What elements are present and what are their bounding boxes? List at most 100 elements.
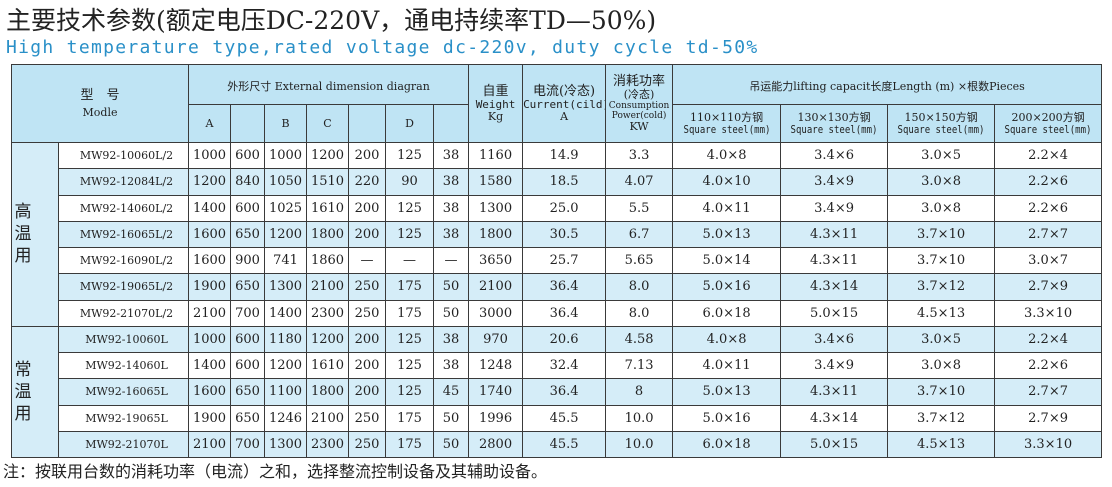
cell-lift: 4.0×10 <box>672 168 782 196</box>
cell-lift: 3.4×9 <box>780 168 889 196</box>
cell-dim: 1400 <box>264 299 308 327</box>
cell-dim: 1000 <box>264 141 308 170</box>
header-power-en1: Consumption <box>608 101 670 111</box>
cell-dim: 50 <box>433 430 470 459</box>
cell-lift: 2.2×6 <box>994 168 1103 196</box>
header-power-cn2: (冷态) <box>623 88 655 101</box>
header-power-en2: Power(cold) <box>611 111 667 121</box>
cell-dim: 1100 <box>264 378 308 406</box>
cell-dim: 1510 <box>306 168 350 196</box>
cell-dim: 650 <box>230 273 266 301</box>
cell-dim: 1600 <box>188 378 232 406</box>
cell-dim: 1610 <box>306 351 350 380</box>
cell-lift: 2.2×4 <box>994 141 1103 170</box>
header-current: 电流(冷态) Current(cild) A <box>522 64 607 143</box>
cell-dim: 1300 <box>264 273 308 301</box>
cell-lift: 2.7×9 <box>994 404 1103 432</box>
header-dim-d: D <box>385 104 435 143</box>
header-row-1: 型 号 Modle 外形尺寸 External dimension diagra… <box>10 64 1103 143</box>
cell-lift: 4.3×11 <box>780 246 889 275</box>
cell-lift: 3.0×8 <box>887 351 996 380</box>
cell-dim: 200 <box>348 351 387 380</box>
cell-dim: 2100 <box>188 299 232 327</box>
cell-lift: 5.0×13 <box>672 378 782 406</box>
cell-current: 20.6 <box>522 325 607 354</box>
cell-lift: 2.7×7 <box>994 220 1103 249</box>
spec-table: 型 号 Modle 外形尺寸 External dimension diagra… <box>10 64 1103 459</box>
cell-model: MW92-19065L/2 <box>57 273 190 301</box>
cell-dim: 700 <box>230 299 266 327</box>
cell-dim: 38 <box>433 168 470 196</box>
header-dim-c: C <box>306 104 350 143</box>
cell-power: 10.0 <box>605 430 674 459</box>
cell-dim: 125 <box>385 141 435 170</box>
cell-dim: 1000 <box>188 141 232 170</box>
cell-model: MW92-10060L/2 <box>57 141 190 170</box>
cell-lift: 4.5×13 <box>887 299 996 327</box>
cell-dim: 38 <box>433 194 470 222</box>
table-row: MW92-16065L 1600 650 1100 1800 200 125 45 1740 36… <box>12 378 1103 406</box>
cell-lift: 2.7×7 <box>994 378 1103 406</box>
cell-dim: 700 <box>230 430 266 459</box>
cell-dim: 1800 <box>306 220 350 249</box>
cell-lift: 2.2×6 <box>994 351 1103 380</box>
cell-dim: 1200 <box>264 220 308 249</box>
header-weight-en: Weight <box>475 98 516 111</box>
cell-weight: 1996 <box>468 404 524 432</box>
cell-weight: 3650 <box>468 246 524 275</box>
cell-power: 4.58 <box>605 325 674 354</box>
cell-dim: 650 <box>230 404 266 432</box>
cell-weight: 2100 <box>468 273 524 301</box>
header-dim-a: A <box>188 104 232 143</box>
cell-dim: 50 <box>433 404 470 432</box>
cell-model: MW92-10060L <box>57 325 190 354</box>
header-dim-b: B <box>264 104 308 143</box>
cell-model: MW92-19065L <box>57 404 190 432</box>
cell-model: MW92-16065L/2 <box>57 220 190 249</box>
cell-model: MW92-14060L/2 <box>57 194 190 222</box>
cell-lift: 3.0×5 <box>887 141 996 170</box>
cell-dim: 600 <box>230 325 266 354</box>
cell-lift: 3.3×10 <box>994 299 1103 327</box>
cell-current: 25.0 <box>522 194 607 222</box>
cell-dim: 175 <box>385 273 435 301</box>
cell-power: 7.13 <box>605 351 674 380</box>
header-model-cn: 型 号 <box>80 88 120 103</box>
cell-current: 18.5 <box>522 168 607 196</box>
cell-dim: 38 <box>433 141 470 170</box>
table-row: MW92-19065L/2 1900 650 1300 2100 250 175 50 2100… <box>12 273 1103 301</box>
header-weight-unit: Kg <box>487 110 504 123</box>
cell-dim: 125 <box>385 351 435 380</box>
cell-dim: 600 <box>230 141 266 170</box>
cell-dim: 1200 <box>188 168 232 196</box>
cell-dim: 200 <box>348 194 387 222</box>
table-row: MW92-12084L/2 1200 840 1050 1510 220 90 38 1580 1… <box>12 168 1103 196</box>
cell-lift: 3.4×9 <box>780 194 889 222</box>
header-steel-130-cn: 130×130方钢 <box>797 110 871 124</box>
cell-lift: 5.0×16 <box>672 404 782 432</box>
cell-weight: 1800 <box>468 220 524 249</box>
cell-weight: 1580 <box>468 168 524 196</box>
cell-model: MW92-12084L/2 <box>57 168 190 196</box>
cell-dim: 38 <box>433 351 470 380</box>
cell-dim: 650 <box>230 220 266 249</box>
cell-power: 8 <box>605 378 674 406</box>
cell-power: 3.3 <box>605 141 674 170</box>
cell-lift: 2.7×9 <box>994 273 1103 301</box>
table-row: 常温用Normal temperature typeMW92-10060L100… <box>11 325 1103 459</box>
cell-dim: 50 <box>433 273 470 301</box>
cell-current: 25.7 <box>522 246 607 275</box>
cell-lift: 5.0×13 <box>672 220 782 249</box>
group-label: 常温用Normal temperature type <box>11 325 59 459</box>
cell-power: 5.5 <box>605 194 674 222</box>
header-steel-150-en: Square steel(mm) <box>897 122 985 136</box>
cell-current: 30.5 <box>522 220 607 249</box>
cell-dim: 125 <box>385 194 435 222</box>
cell-dim: 90 <box>385 168 435 196</box>
header-steel-200: 200×200方钢 Square steel(mm) <box>994 104 1103 143</box>
cell-dim: 2100 <box>306 404 350 432</box>
cell-current: 45.5 <box>522 430 607 459</box>
cell-dim: 250 <box>348 299 387 327</box>
header-current-cn: 电流(冷态) <box>532 84 596 99</box>
header-dim-blank-3 <box>433 104 470 143</box>
